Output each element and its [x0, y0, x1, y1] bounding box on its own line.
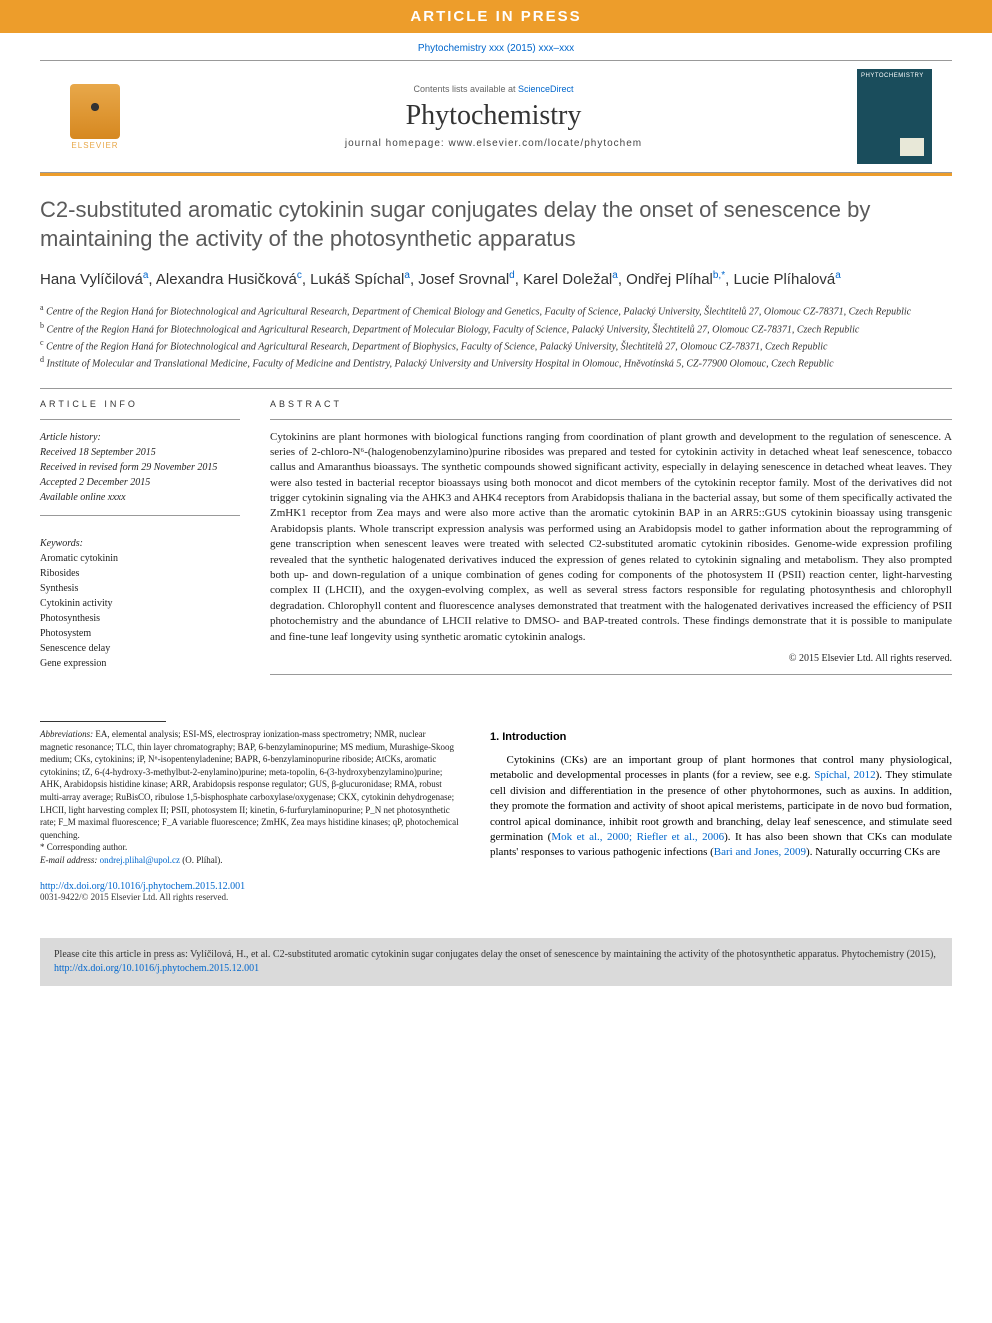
contents-available-line: Contents lists available at ScienceDirec…	[130, 84, 857, 94]
divider	[40, 419, 240, 420]
citation-ref[interactable]: Spíchal, 2012	[814, 769, 875, 781]
abbreviations-text: EA, elemental analysis; ESI-MS, electros…	[40, 729, 459, 840]
divider	[270, 419, 952, 420]
keyword-item: Cytokinin activity	[40, 596, 240, 611]
article-info-column: ARTICLE INFO Article history: Received 1…	[40, 399, 240, 685]
abbreviations-label: Abbreviations:	[40, 729, 93, 739]
citation-box: Please cite this article in press as: Vy…	[40, 938, 952, 986]
footnote-intro-row: Abbreviations: EA, elemental analysis; E…	[40, 701, 952, 902]
affiliation-line: a Centre of the Region Haná for Biotechn…	[40, 302, 952, 319]
journal-cover-thumbnail[interactable]	[857, 69, 932, 164]
introduction-section: 1. Introduction Cytokinins (CKs) are an …	[490, 731, 952, 861]
keyword-item: Photosynthesis	[40, 611, 240, 626]
cite-text: Please cite this article in press as: Vy…	[54, 949, 936, 960]
history-line: Received 18 September 2015	[40, 445, 240, 460]
keywords-label: Keywords:	[40, 536, 240, 551]
top-citation-ref: Phytochemistry xxx (2015) xxx–xxx	[0, 33, 992, 60]
contents-prefix: Contents lists available at	[413, 84, 518, 94]
abstract-header: ABSTRACT	[270, 399, 952, 409]
abbreviations-block: Abbreviations: EA, elemental analysis; E…	[40, 728, 460, 841]
intro-header: 1. Introduction	[490, 731, 952, 743]
intro-paragraph: Cytokinins (CKs) are an important group …	[490, 753, 952, 861]
affiliation-line: d Institute of Molecular and Translation…	[40, 354, 952, 371]
elsevier-tree-icon	[70, 84, 120, 139]
info-abstract-row: ARTICLE INFO Article history: Received 1…	[40, 399, 952, 685]
elsevier-logo[interactable]: ELSEVIER	[60, 84, 130, 150]
divider	[40, 515, 240, 516]
header-center: Contents lists available at ScienceDirec…	[130, 84, 857, 149]
keyword-item: Ribosides	[40, 566, 240, 581]
divider	[270, 674, 952, 675]
corresponding-author: * Corresponding author.	[40, 841, 460, 854]
sciencedirect-link[interactable]: ScienceDirect	[518, 84, 574, 94]
abstract-column: ABSTRACT Cytokinins are plant hormones w…	[270, 399, 952, 685]
abstract-copyright: © 2015 Elsevier Ltd. All rights reserved…	[270, 653, 952, 664]
affiliation-line: b Centre of the Region Haná for Biotechn…	[40, 320, 952, 337]
keywords-block: Keywords: Aromatic cytokininRibosidesSyn…	[40, 536, 240, 671]
history-line: Accepted 2 December 2015	[40, 475, 240, 490]
history-line: Received in revised form 29 November 201…	[40, 460, 240, 475]
journal-header-band: ELSEVIER Contents lists available at Sci…	[40, 60, 952, 173]
main-content: C2-substituted aromatic cytokinin sugar …	[0, 176, 992, 922]
affiliations: a Centre of the Region Haná for Biotechn…	[40, 302, 952, 371]
keyword-item: Senescence delay	[40, 641, 240, 656]
footnote-rule	[40, 721, 166, 722]
citation-ref[interactable]: Mok et al., 2000; Riefler et al., 2006	[551, 831, 724, 843]
history-label: Article history:	[40, 430, 240, 445]
doi-link[interactable]: http://dx.doi.org/10.1016/j.phytochem.20…	[40, 881, 460, 892]
journal-homepage[interactable]: journal homepage: www.elsevier.com/locat…	[130, 138, 857, 149]
article-in-press-banner: ARTICLE IN PRESS	[0, 0, 992, 33]
intro-column: 1. Introduction Cytokinins (CKs) are an …	[490, 701, 952, 902]
email-line: E-mail address: ondrej.plihal@upol.cz (O…	[40, 854, 460, 867]
divider	[40, 388, 952, 389]
article-title: C2-substituted aromatic cytokinin sugar …	[40, 196, 952, 253]
footnotes: Abbreviations: EA, elemental analysis; E…	[40, 728, 460, 867]
keyword-item: Gene expression	[40, 656, 240, 671]
history-line: Available online xxxx	[40, 490, 240, 505]
footnotes-column: Abbreviations: EA, elemental analysis; E…	[40, 701, 460, 902]
issn-copyright: 0031-9422/© 2015 Elsevier Ltd. All right…	[40, 892, 460, 902]
cite-doi-link[interactable]: http://dx.doi.org/10.1016/j.phytochem.20…	[54, 963, 259, 974]
email-link[interactable]: ondrej.plihal@upol.cz	[100, 855, 180, 865]
keyword-item: Photosystem	[40, 626, 240, 641]
article-info-header: ARTICLE INFO	[40, 399, 240, 409]
abstract-text: Cytokinins are plant hormones with biolo…	[270, 430, 952, 645]
journal-name: Phytochemistry	[130, 100, 857, 132]
keyword-item: Synthesis	[40, 581, 240, 596]
email-suffix: (O. Plíhal).	[180, 855, 223, 865]
article-history: Article history: Received 18 September 2…	[40, 430, 240, 505]
authors-list: Hana Vylíčilováa, Alexandra Husičkovác, …	[40, 269, 952, 290]
citation-ref[interactable]: Bari and Jones, 2009	[714, 846, 806, 858]
elsevier-label: ELSEVIER	[71, 141, 118, 150]
affiliation-line: c Centre of the Region Haná for Biotechn…	[40, 337, 952, 354]
email-label: E-mail address:	[40, 855, 100, 865]
keyword-item: Aromatic cytokinin	[40, 551, 240, 566]
